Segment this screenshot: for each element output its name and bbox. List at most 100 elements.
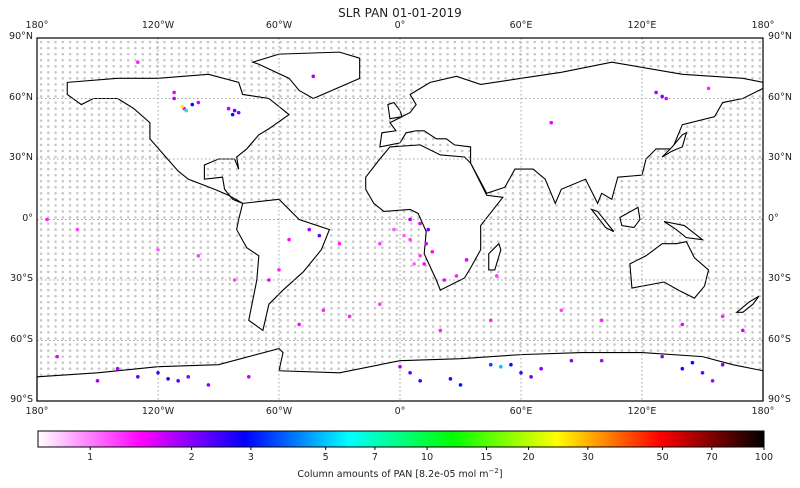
no-data-dot: [206, 191, 210, 195]
no-data-dot: [76, 258, 79, 262]
no-data-dot: [170, 270, 174, 274]
no-data-dot: [105, 361, 108, 364]
no-data-dot: [511, 179, 515, 183]
no-data-dot: [547, 222, 551, 225]
no-data-dot: [729, 349, 733, 352]
no-data-dot: [90, 306, 94, 310]
no-data-dot: [642, 173, 645, 177]
no-data-dot: [693, 52, 696, 56]
no-data-dot: [751, 288, 754, 292]
no-data-dot: [39, 216, 43, 219]
no-data-dot: [736, 143, 740, 147]
no-data-dot: [39, 58, 43, 62]
no-data-dot: [714, 210, 718, 213]
no-data-dot: [359, 234, 362, 237]
no-data-dot: [264, 173, 268, 177]
no-data-dot: [736, 101, 740, 104]
no-data-dot: [337, 312, 340, 316]
no-data-dot: [337, 234, 340, 237]
no-data-dot: [177, 240, 181, 243]
no-data-dot: [76, 70, 79, 74]
no-data-dot: [758, 191, 762, 195]
no-data-dot: [591, 343, 595, 346]
no-data-dot: [134, 337, 137, 340]
no-data-dot: [330, 361, 333, 364]
no-data-dot: [395, 343, 399, 346]
no-data-dot: [264, 179, 268, 183]
no-data-dot: [61, 95, 65, 98]
no-data-dot: [562, 319, 566, 322]
no-data-dot: [54, 173, 57, 177]
no-data-dot: [177, 343, 181, 346]
no-data-dot: [714, 240, 718, 243]
no-data-dot: [547, 198, 551, 201]
no-data-dot: [351, 131, 355, 135]
no-data-dot: [388, 234, 391, 237]
no-data-dot: [344, 367, 348, 371]
no-data-dot: [308, 179, 311, 183]
no-data-dot: [330, 228, 333, 231]
no-data-dot: [576, 337, 580, 340]
no-data-dot: [722, 234, 725, 237]
no-data-dot: [119, 107, 123, 110]
no-data-dot: [751, 258, 754, 262]
pan-data-point: [337, 241, 342, 246]
no-data-dot: [105, 70, 108, 74]
no-data-dot: [533, 319, 537, 322]
no-data-dot: [576, 294, 580, 298]
no-data-dot: [707, 40, 711, 44]
no-data-dot: [664, 331, 667, 334]
no-data-dot: [417, 300, 420, 304]
no-data-dot: [206, 300, 210, 304]
no-data-dot: [163, 306, 166, 310]
no-data-dot: [373, 64, 377, 68]
no-data-dot: [547, 325, 551, 328]
left-lat-label: 30°N: [9, 152, 33, 163]
no-data-dot: [526, 258, 529, 262]
pan-data-point: [509, 362, 513, 367]
no-data-dot: [402, 52, 406, 56]
no-data-dot: [272, 325, 275, 328]
no-data-dot: [555, 282, 558, 286]
no-data-dot: [584, 331, 587, 334]
right-lat-label: 90°N: [768, 31, 792, 42]
no-data-dot: [758, 185, 762, 189]
no-data-dot: [170, 70, 174, 74]
no-data-dot: [751, 137, 754, 141]
no-data-dot: [743, 300, 747, 304]
no-data-dot: [402, 337, 406, 340]
no-data-dot: [119, 349, 123, 352]
pan-data-point: [297, 322, 301, 327]
no-data-dot: [141, 52, 144, 56]
no-data-dot: [562, 312, 566, 316]
no-data-dot: [547, 264, 551, 268]
pan-data-point: [720, 362, 725, 367]
no-data-dot: [453, 331, 457, 334]
no-data-dot: [431, 137, 435, 141]
no-data-dot: [119, 282, 123, 286]
no-data-dot: [678, 319, 682, 322]
no-data-dot: [61, 161, 65, 165]
no-data-dot: [351, 222, 355, 225]
no-data-dot: [576, 52, 580, 56]
no-data-dot: [90, 125, 94, 129]
no-data-dot: [213, 294, 217, 298]
no-data-dot: [562, 204, 566, 207]
no-data-dot: [112, 155, 115, 159]
no-data-dot: [751, 149, 754, 153]
no-data-dot: [141, 179, 144, 183]
no-data-dot: [424, 349, 428, 352]
no-data-dot: [402, 228, 406, 231]
no-data-dot: [199, 58, 203, 62]
no-data-dot: [736, 270, 740, 274]
no-data-dot: [380, 40, 384, 44]
no-data-dot: [337, 137, 340, 141]
no-data-dot: [635, 306, 638, 310]
pan-data-point: [458, 383, 463, 387]
no-data-dot: [555, 258, 558, 262]
no-data-dot: [424, 137, 428, 141]
no-data-dot: [235, 240, 239, 243]
no-data-dot: [344, 337, 348, 340]
no-data-dot: [213, 58, 217, 62]
no-data-dot: [141, 222, 144, 225]
